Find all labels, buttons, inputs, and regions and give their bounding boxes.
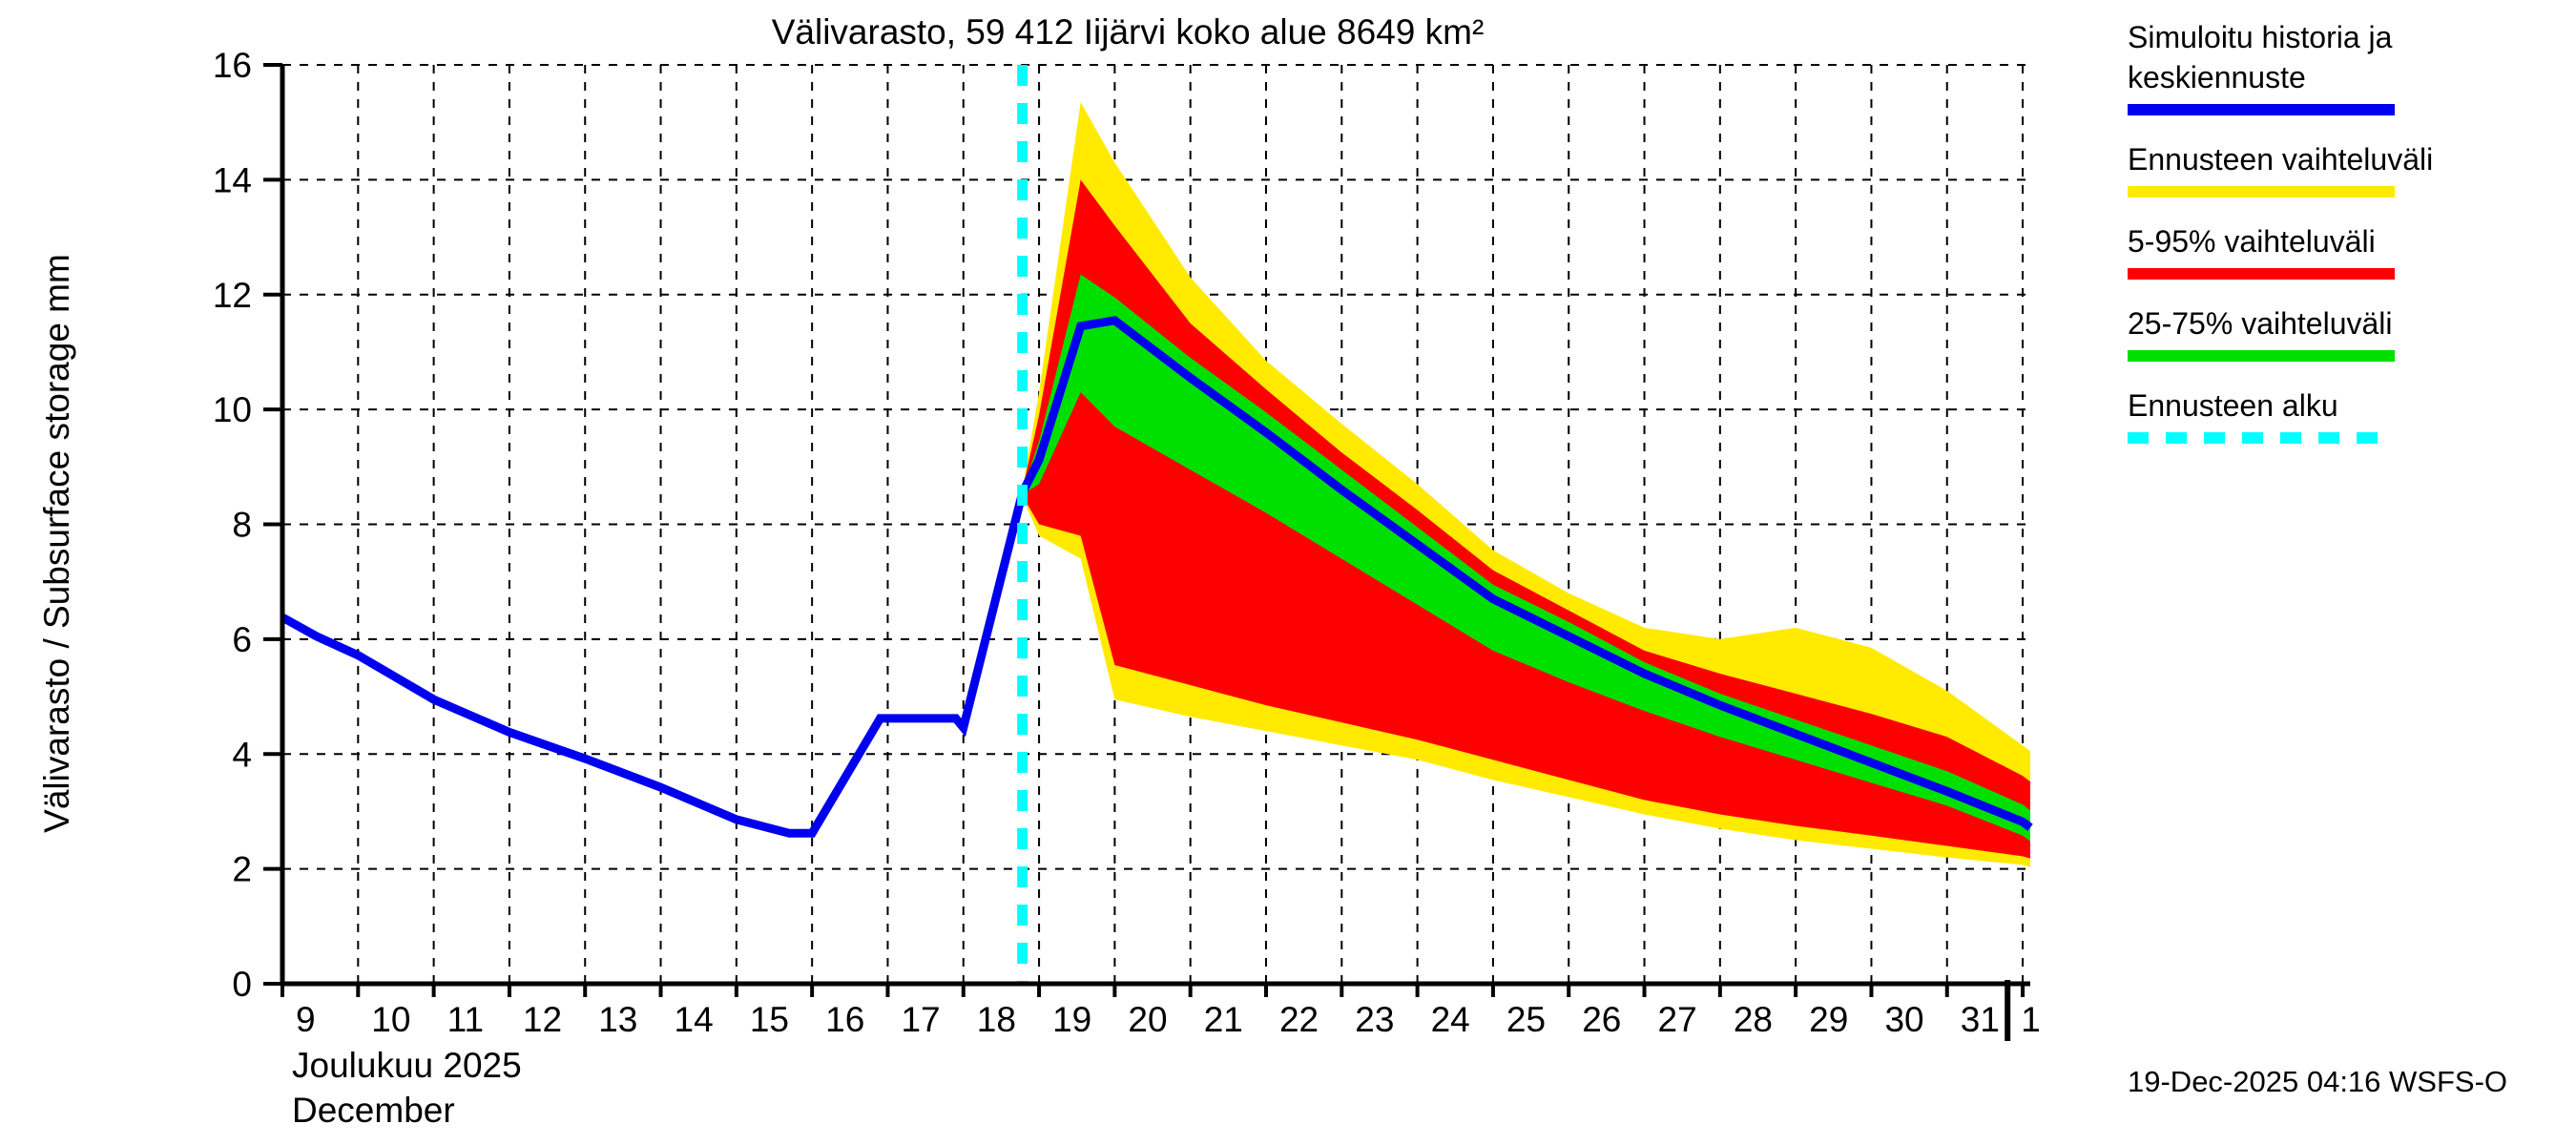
x-axis-month-label-fi: Joulukuu 2025 — [292, 1046, 522, 1085]
chart-legend: Simuloitu historia ja keskiennuste Ennuste… — [2128, 20, 2433, 444]
legend-item-forecast-start[interactable]: Ennusteen alku — [2128, 388, 2395, 444]
legend-label: Ennusteen alku — [2128, 388, 2338, 423]
legend-item-25-75[interactable]: 25-75% vaihteluväli — [2128, 306, 2395, 362]
x-tick-label: 28 — [1734, 1000, 1773, 1039]
legend-label: keskiennuste — [2128, 60, 2306, 94]
x-axis-month-label-en: December — [292, 1091, 455, 1130]
x-tick-label: 15 — [750, 1000, 789, 1039]
x-tick-label: 25 — [1506, 1000, 1546, 1039]
y-tick-label: 14 — [213, 160, 252, 199]
y-axis-label: Välivarasto / Subsurface storage mm — [37, 254, 76, 833]
forecast-band-ff0000 — [1022, 179, 2030, 859]
x-tick-label: 22 — [1279, 1000, 1319, 1039]
x-tick-label: 10 — [371, 1000, 410, 1039]
legend-label: 25-75% vaihteluväli — [2128, 306, 2393, 341]
x-tick-label: 24 — [1431, 1000, 1470, 1039]
timestamp-label: 19-Dec-2025 04:16 WSFS-O — [2128, 1065, 2507, 1098]
chart-title: Välivarasto, 59 412 Iijärvi koko alue 86… — [772, 12, 1485, 52]
y-tick-label: 4 — [232, 735, 252, 774]
y-tick-label: 12 — [213, 276, 252, 315]
x-tick-label: 12 — [523, 1000, 562, 1039]
x-tick-label: 29 — [1809, 1000, 1848, 1039]
legend-label: 5-95% vaihteluväli — [2128, 224, 2376, 259]
x-tick-label: 30 — [1884, 1000, 1923, 1039]
legend-item-forecast-range[interactable]: Ennusteen vaihteluväli — [2128, 142, 2433, 198]
x-tick-label: 21 — [1204, 1000, 1243, 1039]
x-tick-label: 13 — [598, 1000, 637, 1039]
series-lines — [280, 316, 2033, 838]
x-tick-label: 23 — [1355, 1000, 1394, 1039]
legend-item-5-95[interactable]: 5-95% vaihteluväli — [2128, 224, 2395, 280]
y-tick-label: 0 — [232, 965, 252, 1004]
x-axis-tick-labels: 9 10 11 12 13 14 15 16 17 18 19 20 21 22 23 24 25 26 27 28 2… — [296, 1000, 2041, 1039]
x-tick-label: 9 — [296, 1000, 316, 1039]
legend-label: Simuloitu historia ja — [2128, 20, 2393, 54]
x-tick-label: 27 — [1658, 1000, 1697, 1039]
series-line-mean — [280, 316, 2033, 838]
x-tick-label: 14 — [675, 1000, 714, 1039]
y-tick-label: 6 — [232, 620, 252, 659]
x-tick-label: 18 — [977, 1000, 1016, 1039]
x-tick-label: 31 — [1961, 1000, 2000, 1039]
x-tick-label: 11 — [447, 1000, 484, 1039]
x-tick-label: 17 — [901, 1000, 940, 1039]
x-tick-label: 16 — [825, 1000, 864, 1039]
x-tick-label: 19 — [1052, 1000, 1091, 1039]
x-tick-label: 20 — [1128, 1000, 1167, 1039]
x-tick-label: 1 — [2021, 1000, 2041, 1039]
y-tick-label: 2 — [232, 850, 252, 889]
legend-item-history[interactable]: Simuloitu historia ja keskiennuste — [2128, 20, 2395, 115]
legend-label: Ennusteen vaihteluväli — [2128, 142, 2433, 177]
axes — [263, 63, 2030, 1041]
y-tick-label: 16 — [213, 46, 252, 85]
y-tick-label: 8 — [232, 506, 252, 545]
x-tick-label: 26 — [1582, 1000, 1621, 1039]
y-tick-label: 10 — [213, 390, 252, 429]
y-axis-tick-labels: 0 2 4 6 8 10 12 14 16 — [213, 46, 252, 1004]
